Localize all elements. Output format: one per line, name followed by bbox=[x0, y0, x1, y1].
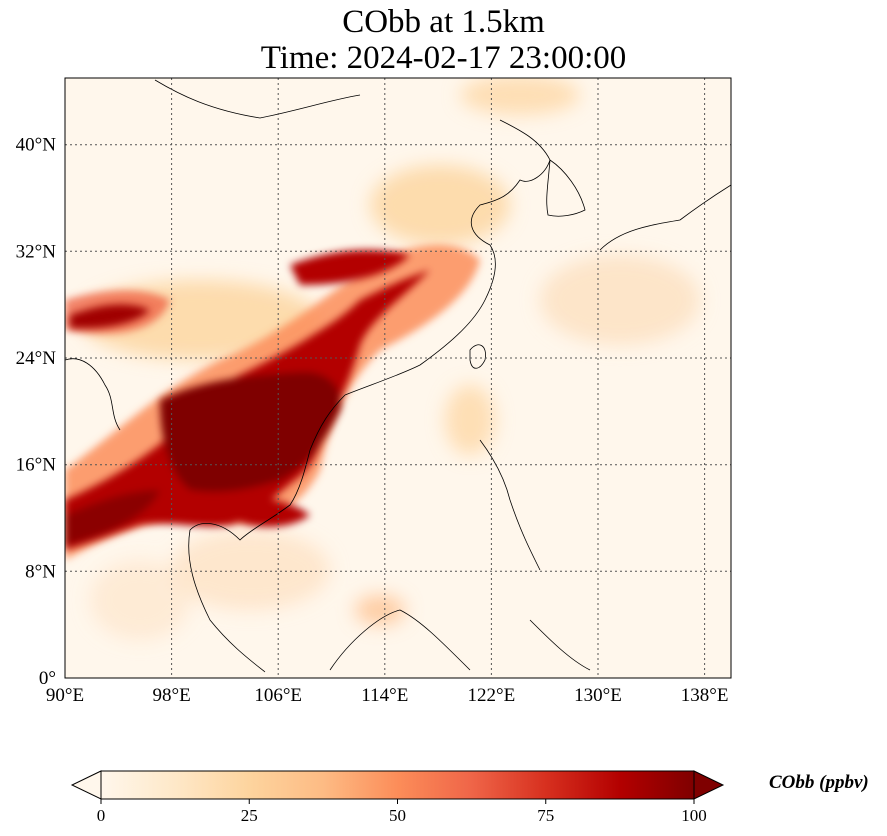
colorbar-tick-label: 75 bbox=[537, 806, 554, 825]
coastline-mongolia-border bbox=[154, 79, 361, 119]
colorbar-extend-max bbox=[693, 770, 725, 800]
lat-tick-label: 16°N bbox=[16, 455, 57, 476]
coastline-japan bbox=[599, 184, 731, 251]
coastline-china-east bbox=[344, 119, 551, 396]
colorbar: 0 25 50 75 100 CObb (ppbv) bbox=[70, 770, 869, 825]
lon-tick-label: 106°E bbox=[254, 685, 302, 706]
lon-tick-label: 138°E bbox=[681, 685, 729, 706]
cobb-concentration-field bbox=[65, 78, 700, 640]
lon-tick-label: 130°E bbox=[574, 685, 622, 706]
lon-tick-label: 90°E bbox=[46, 685, 84, 706]
map-plot-area bbox=[65, 78, 731, 678]
longitude-tick-labels: 90°E 98°E 106°E 114°E 122°E 130°E 138°E bbox=[46, 685, 729, 706]
latitude-tick-labels: 0° 8°N 16°N 24°N 32°N 40°N bbox=[16, 135, 57, 689]
coastline-bay-of-bengal bbox=[65, 358, 121, 431]
colorbar-tick-label: 0 bbox=[97, 806, 106, 825]
coastline-philippines bbox=[479, 439, 541, 571]
colorbar-extend-min bbox=[70, 770, 102, 800]
coastline-borneo bbox=[329, 609, 471, 671]
colorbar-tick-label: 50 bbox=[389, 806, 406, 825]
lat-tick-label: 32°N bbox=[16, 241, 57, 262]
map-title: CObb at 1.5km bbox=[342, 4, 545, 40]
coastline-taiwan bbox=[469, 344, 486, 369]
colorbar-tick-label: 25 bbox=[241, 806, 258, 825]
coastline-malay-peninsula bbox=[188, 529, 266, 673]
colorbar-tick-label: 100 bbox=[681, 806, 707, 825]
lon-tick-label: 114°E bbox=[361, 685, 408, 706]
lat-tick-label: 40°N bbox=[16, 135, 57, 156]
coastlines bbox=[65, 79, 731, 673]
map-frame bbox=[64, 77, 732, 679]
lat-tick-label: 8°N bbox=[25, 561, 56, 582]
colorbar-gradient bbox=[100, 770, 695, 800]
coastline-sulawesi bbox=[529, 619, 591, 671]
lat-tick-label: 0° bbox=[39, 668, 56, 689]
coastline-vietnam bbox=[189, 394, 346, 541]
gridlines bbox=[65, 78, 731, 678]
lat-tick-label: 24°N bbox=[16, 348, 57, 369]
cobb-high-plume bbox=[65, 249, 430, 550]
colorbar-ticks bbox=[100, 799, 695, 804]
map-time-subtitle: Time: 2024-02-17 23:00:00 bbox=[260, 40, 627, 76]
lon-tick-label: 98°E bbox=[152, 685, 190, 706]
cobb-low-plume bbox=[80, 78, 700, 640]
colorbar-title: CObb (ppbv) bbox=[769, 772, 869, 793]
lon-tick-label: 122°E bbox=[468, 685, 516, 706]
coastline-korea bbox=[546, 159, 586, 217]
